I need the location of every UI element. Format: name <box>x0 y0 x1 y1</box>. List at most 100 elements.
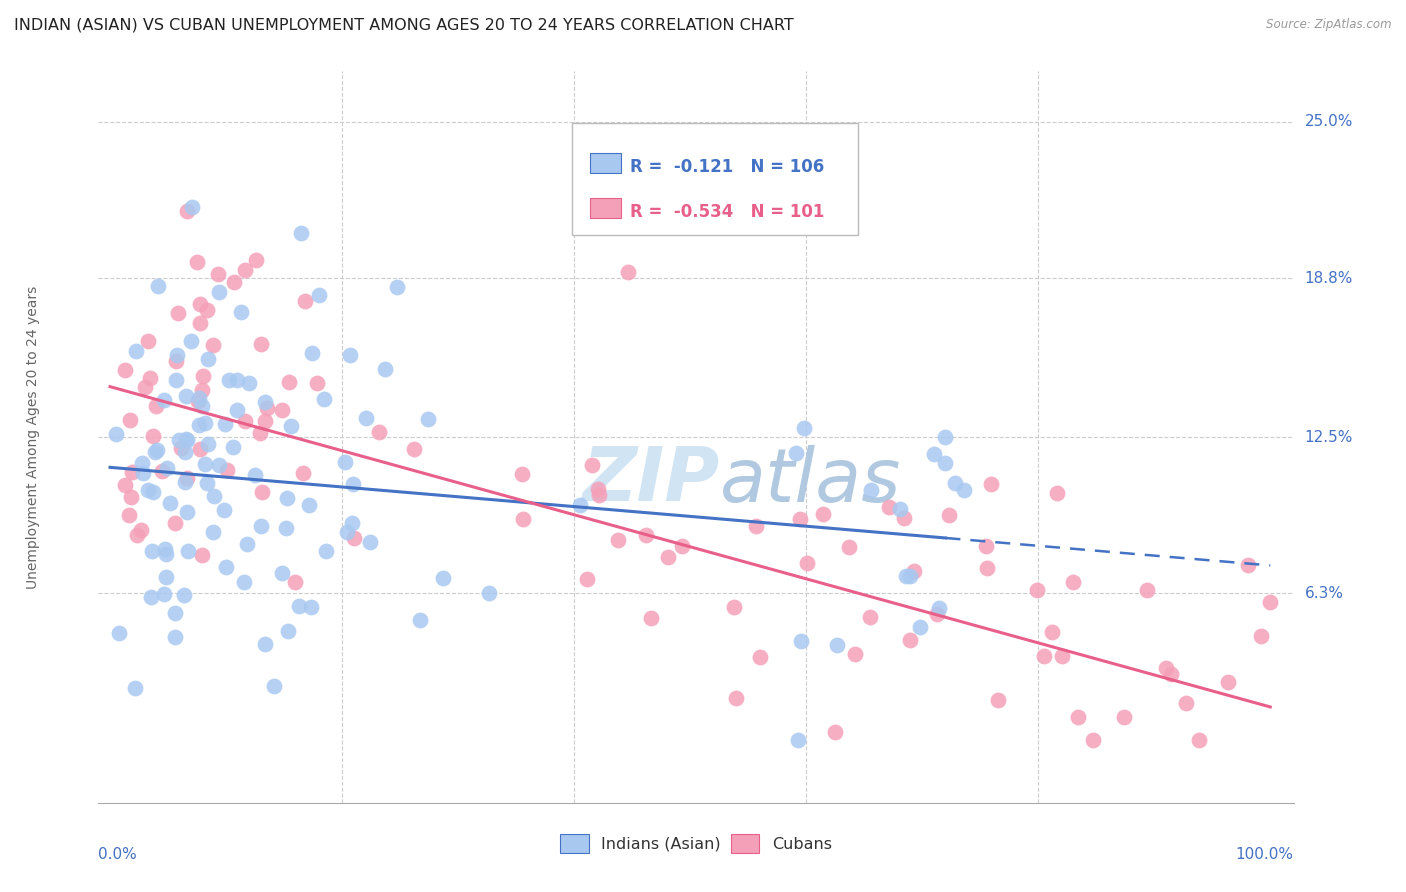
Point <box>124 681 146 695</box>
Point <box>838 541 860 555</box>
Point <box>176 505 198 519</box>
Point <box>145 400 167 414</box>
Point <box>796 556 818 570</box>
Text: Source: ZipAtlas.com: Source: ZipAtlas.com <box>1267 18 1392 31</box>
Point <box>250 337 273 351</box>
Point <box>825 638 848 652</box>
Point <box>233 262 256 277</box>
Point <box>215 463 238 477</box>
Point <box>945 475 967 490</box>
Point <box>1174 696 1197 710</box>
Point <box>114 477 136 491</box>
Point <box>167 433 190 447</box>
Point <box>1160 666 1182 681</box>
Point <box>290 226 312 240</box>
Point <box>254 414 277 428</box>
Point <box>145 445 167 459</box>
Point <box>354 410 377 425</box>
Point <box>1032 649 1054 664</box>
Point <box>214 417 236 432</box>
Point <box>291 466 314 480</box>
Point <box>938 508 960 523</box>
Point <box>180 200 202 214</box>
Point <box>1216 675 1239 690</box>
Point <box>108 626 131 640</box>
Point <box>152 393 174 408</box>
Point <box>432 570 454 584</box>
Point <box>263 679 285 693</box>
Point <box>636 528 658 542</box>
Point <box>195 476 218 491</box>
Point <box>811 507 834 521</box>
Point <box>163 516 186 531</box>
Point <box>409 613 432 627</box>
Point <box>844 648 866 662</box>
Point <box>1188 732 1211 747</box>
Point <box>226 402 249 417</box>
Point <box>190 548 212 562</box>
Text: Unemployment Among Ages 20 to 24 years: Unemployment Among Ages 20 to 24 years <box>25 285 39 589</box>
Point <box>233 414 256 428</box>
Point <box>312 392 335 406</box>
Point <box>418 412 440 426</box>
Point <box>150 464 173 478</box>
Point <box>188 417 211 432</box>
Point <box>165 354 187 368</box>
Point <box>288 599 311 614</box>
Point <box>156 461 179 475</box>
Point <box>193 369 215 384</box>
Point <box>146 278 169 293</box>
Point <box>176 433 198 447</box>
Point <box>343 531 366 545</box>
Point <box>889 501 911 516</box>
Point <box>910 620 932 634</box>
Point <box>202 524 225 539</box>
Point <box>141 544 163 558</box>
Text: 12.5%: 12.5% <box>1305 430 1353 444</box>
Point <box>725 690 748 705</box>
Point <box>339 348 361 362</box>
Point <box>165 630 187 644</box>
Point <box>271 402 294 417</box>
Point <box>229 305 252 319</box>
Point <box>120 490 142 504</box>
Point <box>127 528 149 542</box>
Point <box>284 575 307 590</box>
Point <box>125 343 148 358</box>
Point <box>308 288 330 302</box>
Point <box>274 521 297 535</box>
Point <box>165 373 187 387</box>
Point <box>898 632 921 647</box>
Point <box>581 458 603 472</box>
Point <box>586 482 609 496</box>
Point <box>280 419 302 434</box>
Point <box>138 334 160 349</box>
Point <box>588 488 610 502</box>
Point <box>208 458 231 472</box>
Point <box>893 510 915 524</box>
Point <box>785 446 807 460</box>
Point <box>155 570 177 584</box>
Point <box>129 523 152 537</box>
Point <box>190 399 212 413</box>
Point <box>1258 595 1281 609</box>
Point <box>787 732 810 747</box>
Point <box>176 203 198 218</box>
Point <box>336 525 359 540</box>
Point <box>333 455 356 469</box>
Point <box>174 445 197 459</box>
Text: ZIP: ZIP <box>582 444 720 517</box>
Point <box>118 412 141 426</box>
Point <box>980 476 1002 491</box>
Point <box>249 426 271 441</box>
Point <box>953 483 976 498</box>
Point <box>186 255 208 269</box>
Point <box>250 519 273 533</box>
Point <box>188 316 211 330</box>
Point <box>142 484 165 499</box>
Point <box>858 610 880 624</box>
Point <box>169 441 191 455</box>
Legend: Indians (Asian), Cubans: Indians (Asian), Cubans <box>551 826 841 861</box>
Point <box>155 547 177 561</box>
Point <box>790 634 813 648</box>
